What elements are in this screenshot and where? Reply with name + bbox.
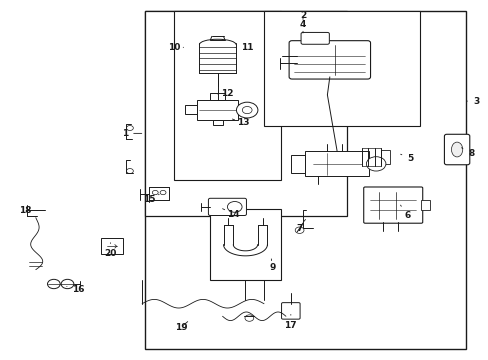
Bar (144, 12, 466, 348)
Text: 1: 1 (122, 129, 142, 138)
Circle shape (295, 227, 304, 233)
Circle shape (366, 157, 385, 171)
Bar (210, 209, 281, 280)
Circle shape (61, 279, 74, 289)
Text: 7: 7 (295, 220, 305, 233)
Text: 2: 2 (299, 10, 305, 19)
Text: 11: 11 (235, 43, 253, 52)
Circle shape (236, 102, 257, 118)
Text: 18: 18 (19, 206, 37, 215)
Text: 3: 3 (466, 96, 478, 105)
FancyBboxPatch shape (301, 32, 329, 44)
Text: 5: 5 (400, 154, 412, 163)
Text: 13: 13 (232, 118, 249, 127)
Text: 9: 9 (269, 259, 275, 273)
Bar (197, 100, 238, 120)
FancyBboxPatch shape (281, 303, 300, 319)
Bar (144, 12, 346, 216)
Text: 14: 14 (222, 209, 240, 219)
Ellipse shape (450, 142, 462, 157)
Bar (264, 12, 419, 126)
Circle shape (47, 279, 60, 289)
Circle shape (160, 190, 165, 195)
Bar (101, 238, 122, 254)
Text: 19: 19 (174, 321, 187, 332)
Bar (305, 151, 368, 176)
Circle shape (126, 168, 133, 174)
Text: 8: 8 (461, 148, 473, 158)
Text: 4: 4 (299, 19, 305, 33)
Bar (380, 149, 389, 164)
FancyBboxPatch shape (444, 134, 469, 165)
Bar (184, 105, 197, 114)
Circle shape (227, 202, 242, 212)
Text: 20: 20 (104, 243, 116, 258)
FancyBboxPatch shape (288, 41, 370, 79)
Circle shape (244, 315, 253, 321)
Text: 15: 15 (143, 194, 159, 204)
Text: 10: 10 (168, 43, 183, 52)
Bar (290, 155, 305, 173)
Text: 12: 12 (217, 89, 233, 98)
FancyBboxPatch shape (208, 198, 246, 216)
Bar (212, 120, 222, 125)
Circle shape (242, 107, 251, 114)
Text: 16: 16 (67, 285, 85, 294)
Text: 6: 6 (400, 205, 410, 220)
Bar (420, 200, 429, 211)
Circle shape (126, 126, 133, 131)
Bar (173, 12, 281, 180)
FancyBboxPatch shape (363, 187, 422, 223)
Circle shape (152, 190, 158, 195)
Bar (210, 93, 224, 100)
Text: 17: 17 (284, 315, 297, 330)
